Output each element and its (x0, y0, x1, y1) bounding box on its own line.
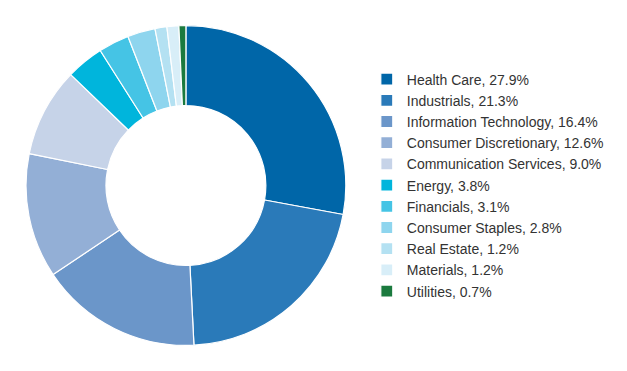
svg-text:Real Estate, 1.2%: Real Estate, 1.2% (407, 241, 519, 257)
svg-text:Industrials, 21.3%: Industrials, 21.3% (407, 93, 518, 109)
svg-text:Communication Services, 9.0%: Communication Services, 9.0% (407, 156, 602, 172)
svg-text:Information Technology, 16.4%: Information Technology, 16.4% (407, 114, 598, 130)
svg-text:Consumer Discretionary, 12.6%: Consumer Discretionary, 12.6% (407, 135, 604, 151)
svg-text:Health Care, 27.9%: Health Care, 27.9% (407, 72, 529, 88)
svg-text:Energy, 3.8%: Energy, 3.8% (407, 178, 490, 194)
svg-text:Financials, 3.1%: Financials, 3.1% (407, 199, 510, 215)
svg-text:Materials, 1.2%: Materials, 1.2% (407, 262, 503, 278)
svg-text:Consumer Staples, 2.8%: Consumer Staples, 2.8% (407, 220, 562, 236)
svg-text:Utilities, 0.7%: Utilities, 0.7% (407, 284, 492, 300)
